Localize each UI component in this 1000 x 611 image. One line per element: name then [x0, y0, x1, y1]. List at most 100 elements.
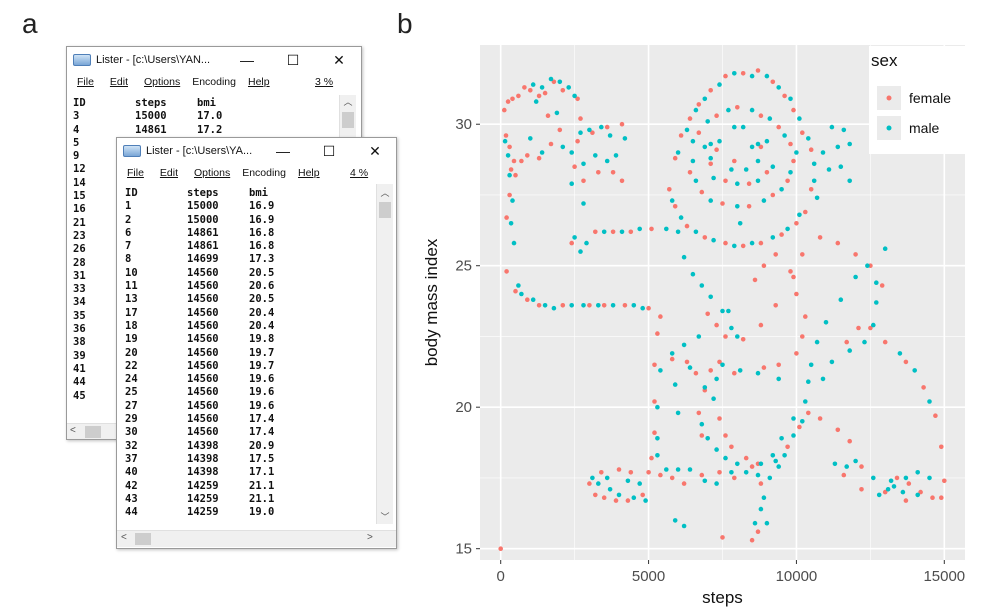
menu-encoding[interactable]: Encoding — [192, 76, 236, 88]
minimize-button[interactable]: — — [240, 52, 254, 68]
maximize-button[interactable]: ☐ — [322, 142, 336, 159]
maximize-button[interactable]: ☐ — [286, 51, 300, 68]
male-point — [865, 263, 870, 268]
bmi-cell: 19.6 — [249, 373, 275, 386]
bmi-cell: 17.2 — [197, 123, 223, 136]
title-bar[interactable]: Lister - [c:\Users\YA... — ☐ ✕ — [117, 138, 396, 164]
id-cell: 15 — [73, 190, 86, 203]
menu-options[interactable]: Options — [194, 167, 231, 179]
data-row: 22 14560 19.7 — [125, 360, 299, 373]
panel-label-b: b — [397, 8, 413, 39]
male-point — [702, 96, 708, 102]
female-point — [714, 147, 719, 152]
scroll-down-arrow-icon[interactable]: ﹀ — [380, 512, 390, 522]
male-point — [690, 271, 696, 277]
vertical-scrollbar[interactable]: ︿ ﹀ — [376, 184, 393, 524]
menu-help[interactable]: Help — [248, 76, 270, 88]
id-cell: 38 — [73, 336, 86, 349]
male-point — [732, 243, 737, 249]
female-point — [508, 167, 514, 172]
female-point — [791, 107, 796, 113]
menu-edit[interactable]: Edit — [109, 76, 129, 88]
male-point — [610, 303, 616, 308]
id-cell: ID — [73, 97, 86, 109]
female-point — [933, 413, 938, 419]
bmi-cell: bmi — [197, 97, 216, 109]
male-point — [572, 93, 577, 99]
header-row: ID steps bmi — [125, 187, 299, 200]
female-point — [708, 368, 713, 373]
male-point — [903, 475, 909, 481]
lister-window-front[interactable]: Lister - [c:\Users\YA... — ☐ ✕ File Edit… — [116, 137, 397, 549]
data-row: 25 14560 19.6 — [125, 386, 299, 399]
steps-cell: 14560 — [187, 293, 219, 306]
scroll-left-arrow-icon[interactable]: < — [70, 425, 76, 436]
female-point — [749, 537, 755, 543]
data-row: 40 14398 17.1 — [125, 466, 299, 479]
male-point — [542, 303, 548, 308]
male-point — [640, 305, 645, 311]
close-button[interactable]: ✕ — [333, 51, 345, 68]
data-row: 18 14560 20.4 — [125, 320, 299, 333]
scroll-thumb[interactable] — [379, 202, 391, 218]
male-point — [655, 453, 660, 458]
bmi-cell: 19.6 — [249, 399, 275, 412]
male-point — [758, 506, 764, 512]
female-point — [507, 192, 512, 198]
male-point — [735, 334, 740, 339]
bmi-cell: 21.1 — [249, 492, 275, 505]
male-point — [732, 71, 737, 76]
male-point — [767, 116, 773, 121]
title-bar[interactable]: Lister - [c:\Users\YAN... — ☐ ✕ — [67, 47, 361, 73]
scroll-up-arrow-icon[interactable]: ︿ — [380, 188, 390, 198]
male-point — [702, 385, 708, 390]
female-point — [601, 303, 607, 308]
y-axis-title: body mass index — [422, 238, 441, 366]
close-button[interactable]: ✕ — [369, 142, 381, 159]
female-point — [776, 362, 781, 368]
menu-file[interactable]: File — [77, 76, 94, 88]
data-row: 42 14259 21.1 — [125, 480, 299, 493]
male-point — [708, 198, 713, 203]
female-point — [770, 79, 776, 85]
female-point — [773, 303, 778, 308]
scroll-left-arrow-icon[interactable]: < — [121, 532, 127, 543]
menu-edit[interactable]: Edit — [159, 167, 179, 179]
legend-label-female: female — [909, 90, 951, 106]
menu-help[interactable]: Help — [298, 167, 320, 179]
male-point — [862, 339, 867, 345]
menu-encoding[interactable]: Encoding — [242, 167, 286, 179]
female-point — [587, 481, 592, 486]
steps-cell: 14560 — [187, 413, 219, 426]
horizontal-scrollbar[interactable]: < > — [117, 530, 396, 547]
id-cell: ID — [125, 187, 138, 199]
female-point — [560, 88, 566, 93]
scroll-up-arrow-icon[interactable]: ︿ — [343, 97, 353, 107]
male-point — [814, 339, 820, 345]
data-row: 20 14560 19.7 — [125, 347, 299, 360]
female-point — [516, 93, 521, 99]
male-point — [755, 141, 761, 147]
male-point — [761, 198, 767, 203]
steps-cell: 14560 — [187, 426, 219, 439]
h-scroll-thumb[interactable] — [135, 533, 151, 545]
female-point — [640, 492, 645, 498]
id-cell: 10 — [125, 266, 138, 279]
minimize-button[interactable]: — — [276, 143, 290, 159]
menu-file[interactable]: File — [127, 167, 144, 179]
female-point — [714, 322, 719, 328]
female-point — [678, 133, 684, 138]
id-cell: 44 — [73, 376, 86, 389]
male-point — [664, 226, 669, 232]
female-point — [652, 362, 657, 368]
horizontal-scrollbar[interactable]: < — [67, 423, 119, 439]
h-scroll-thumb[interactable] — [85, 426, 101, 438]
scroll-thumb[interactable] — [342, 112, 354, 128]
scroll-right-arrow-icon[interactable]: > — [367, 532, 373, 543]
male-point — [717, 82, 722, 87]
male-point — [729, 325, 734, 331]
female-point — [587, 303, 592, 308]
female-point — [513, 172, 518, 178]
menu-options[interactable]: Options — [144, 76, 181, 88]
male-point — [655, 436, 660, 441]
